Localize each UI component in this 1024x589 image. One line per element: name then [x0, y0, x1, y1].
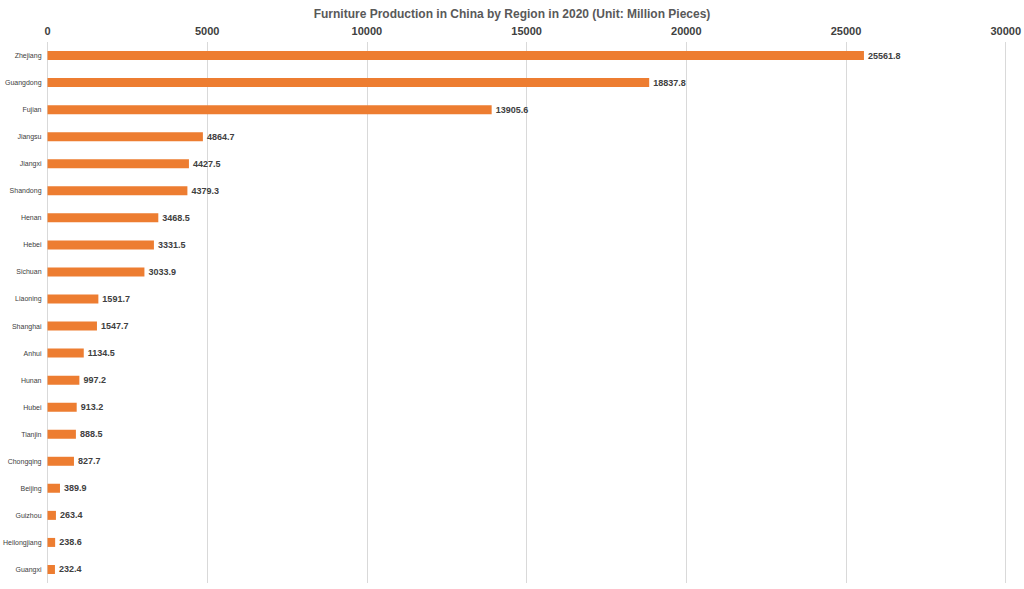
svg-text:Fujian: Fujian [22, 106, 41, 114]
svg-text:888.5: 888.5 [80, 429, 103, 439]
svg-text:827.7: 827.7 [78, 456, 101, 466]
svg-text:Guangxi: Guangxi [15, 566, 42, 574]
svg-text:238.6: 238.6 [59, 537, 82, 547]
svg-text:913.2: 913.2 [81, 402, 104, 412]
svg-text:Heilongjiang: Heilongjiang [3, 539, 42, 547]
svg-text:Jiangxi: Jiangxi [20, 160, 42, 168]
svg-text:1591.7: 1591.7 [102, 294, 130, 304]
svg-text:18837.8: 18837.8 [653, 78, 686, 88]
svg-text:13905.6: 13905.6 [496, 105, 529, 115]
svg-text:1547.7: 1547.7 [101, 321, 129, 331]
svg-text:Shanghai: Shanghai [12, 323, 42, 331]
svg-text:389.9: 389.9 [64, 483, 87, 493]
svg-text:Zhejiang: Zhejiang [15, 52, 42, 60]
svg-text:3033.9: 3033.9 [148, 267, 176, 277]
svg-text:10000: 10000 [352, 25, 383, 37]
svg-text:1134.5: 1134.5 [88, 348, 115, 358]
svg-text:4427.5: 4427.5 [193, 159, 221, 169]
svg-text:25000: 25000 [831, 25, 862, 37]
svg-text:232.4: 232.4 [59, 564, 82, 574]
svg-text:Guangdong: Guangdong [5, 79, 42, 87]
svg-text:20000: 20000 [671, 25, 702, 37]
svg-text:0: 0 [44, 25, 50, 37]
svg-text:25561.8: 25561.8 [868, 51, 901, 61]
svg-text:Hubei: Hubei [23, 404, 42, 411]
svg-text:Shandong: Shandong [10, 187, 42, 195]
svg-text:Jiangsu: Jiangsu [17, 133, 41, 141]
svg-text:Hunan: Hunan [21, 377, 42, 384]
svg-text:997.2: 997.2 [83, 375, 106, 385]
svg-text:Hebei: Hebei [23, 241, 42, 248]
svg-text:Tianjin: Tianjin [21, 431, 41, 439]
svg-text:3468.5: 3468.5 [162, 213, 190, 223]
svg-text:Beijing: Beijing [21, 485, 42, 493]
svg-text:4864.7: 4864.7 [207, 132, 235, 142]
svg-text:Henan: Henan [21, 214, 42, 221]
svg-text:4379.3: 4379.3 [191, 186, 219, 196]
svg-text:Furniture Production in China: Furniture Production in China by Region … [314, 7, 711, 21]
svg-text:Anhui: Anhui [24, 350, 42, 357]
svg-text:Chongqing: Chongqing [8, 458, 42, 466]
svg-text:263.4: 263.4 [60, 510, 83, 520]
svg-text:Guizhou: Guizhou [15, 512, 41, 519]
svg-text:Sichuan: Sichuan [16, 268, 41, 275]
svg-text:5000: 5000 [195, 25, 219, 37]
svg-text:15000: 15000 [511, 25, 542, 37]
svg-text:3331.5: 3331.5 [158, 240, 186, 250]
svg-text:30000: 30000 [990, 25, 1021, 37]
svg-text:Liaoning: Liaoning [15, 295, 42, 303]
